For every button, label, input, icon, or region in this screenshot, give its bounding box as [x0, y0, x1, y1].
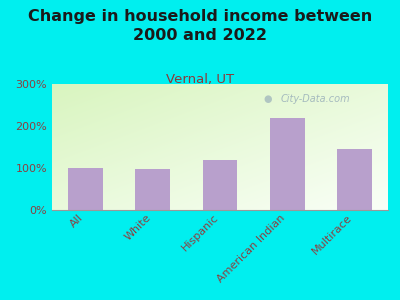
- Bar: [68, 168, 103, 210]
- Text: City-Data.com: City-Data.com: [280, 94, 350, 104]
- Bar: [202, 160, 238, 210]
- Text: Vernal, UT: Vernal, UT: [166, 74, 234, 86]
- Bar: [135, 169, 170, 210]
- Bar: [270, 118, 305, 210]
- Text: Change in household income between
2000 and 2022: Change in household income between 2000 …: [28, 9, 372, 43]
- Bar: [337, 149, 372, 210]
- Text: ●: ●: [264, 94, 272, 104]
